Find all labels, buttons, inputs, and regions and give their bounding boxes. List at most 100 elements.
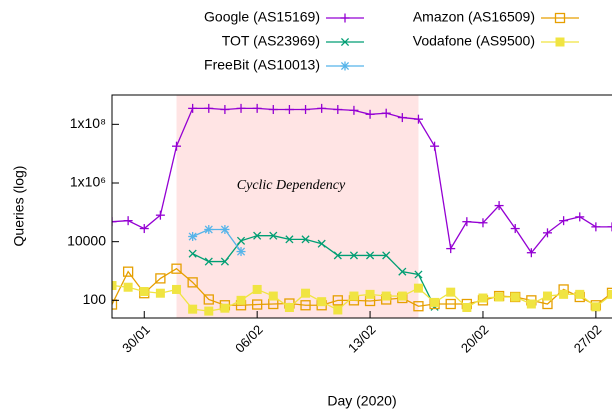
data-point [365,109,375,119]
data-point [607,289,612,299]
data-point [236,103,246,113]
data-point [575,212,585,222]
data-point [349,291,359,301]
data-point [462,217,472,227]
data-point [462,303,472,313]
data-point [365,289,375,299]
y-tick-label: 100 [83,291,107,307]
marker-box [365,289,375,299]
data-point [236,295,246,305]
data-point [430,297,440,307]
data-point [268,291,278,301]
data-point [398,267,407,276]
data-layer [112,103,612,316]
data-point [510,224,520,234]
data-point [112,217,117,227]
marker-box [413,283,423,293]
legend-label: TOT (AS23969) [222,33,320,49]
marker-box [171,263,182,274]
marker-stroke [253,231,262,240]
data-point [575,289,585,299]
marker-box [575,289,585,299]
marker-box [112,299,118,310]
data-point [188,103,198,113]
data-point [559,216,569,226]
marker-box [252,284,262,294]
marker-stroke [188,249,197,258]
marker-box [397,291,407,301]
marker-box [349,291,359,301]
data-point [478,293,488,303]
series-line [192,228,242,252]
data-point [381,291,391,301]
marker-stroke [236,247,246,256]
marker-stroke [220,225,229,234]
marker-box [381,291,391,301]
data-point [284,303,294,313]
data-point [413,114,423,124]
data-point [220,224,230,234]
data-point [220,257,229,266]
marker-stroke [340,61,350,71]
marker-box [252,299,263,310]
data-point [112,299,118,310]
data-point [446,244,456,254]
data-point [204,224,214,234]
data-point [526,299,536,309]
data-point [284,105,294,115]
marker-box [317,297,327,307]
data-point [112,281,117,291]
marker-box [204,306,214,316]
marker-box [510,292,520,302]
data-point [478,218,488,228]
marker-box [554,12,566,24]
data-point [317,297,327,307]
data-point [301,288,311,298]
data-point [333,305,343,315]
data-point [430,141,440,151]
y-tick-label: 1x10⁸ [70,115,106,131]
data-point [317,239,326,248]
data-point [187,277,198,288]
marker-box [430,297,440,307]
data-point [333,105,343,115]
data-point [155,273,166,284]
marker-box [139,287,149,297]
marker-box [413,301,424,312]
marker-stroke [301,235,310,244]
data-point [414,270,423,279]
data-point [204,306,214,316]
marker-box [122,266,134,277]
marker-box [559,289,569,299]
data-point [252,103,262,113]
data-point [252,284,262,294]
marker-stroke [398,267,407,276]
marker-box [203,294,214,305]
marker-box [268,291,278,301]
marker-box [446,287,456,297]
data-point [188,249,197,258]
data-point [172,284,182,294]
data-point [268,105,278,115]
x-tick-label: 30/01 [119,322,153,356]
marker-box [236,295,246,305]
data-point [445,298,456,310]
y-axis-label: Queries (log) [11,166,27,247]
data-point [301,235,310,244]
annotation: Cyclic Dependency [237,178,346,193]
data-point [171,263,182,274]
x-tick-label: 06/02 [232,322,266,356]
data-point [155,210,165,220]
data-point [220,105,230,115]
data-point [236,236,246,245]
legend-label: Amazon (AS16509) [413,9,535,25]
x-tick-label: 13/02 [345,322,379,356]
data-point [317,103,327,113]
marker-box [172,284,182,294]
marker-box [462,303,472,313]
data-point [204,103,214,113]
marker-box [220,303,230,313]
marker-stroke [204,225,213,234]
marker-box [478,293,488,303]
